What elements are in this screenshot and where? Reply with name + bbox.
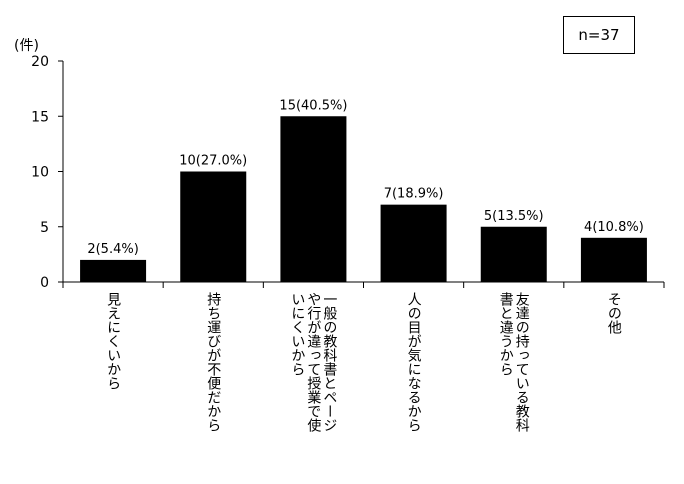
bar <box>80 259 147 282</box>
bar <box>280 116 347 282</box>
sample-size-box: n=37 <box>563 16 635 54</box>
x-tick-label: 友達の持っている教科 書と違うから <box>498 292 530 432</box>
y-axis-title: (件) <box>14 38 39 54</box>
bar <box>480 226 547 282</box>
x-tick-label-line: 人の目が気になるから <box>405 292 422 432</box>
x-tick-label: 一般の教科書とページ や行が違って授業で使 いにくいから <box>289 292 337 432</box>
data-label: 5(13.5%) <box>484 209 544 224</box>
x-tick-label-line: 友達の持っている教科 <box>513 292 530 432</box>
x-tick-label-line: いにくいから <box>289 292 306 376</box>
x-tick-label: その他 <box>606 292 622 334</box>
x-tick-label-line: や行が違って授業で使 <box>305 292 322 432</box>
x-tick-label-line: その他 <box>605 292 622 334</box>
y-tick-label: 5 <box>40 220 49 236</box>
data-label: 7(18.9%) <box>384 187 444 202</box>
x-tick-label-line: 書と違うから <box>497 292 514 376</box>
y-tick-label: 20 <box>31 54 49 70</box>
data-label: 2(5.4%) <box>87 242 138 257</box>
x-tick-label-line: 持ち運びが不便だから <box>205 292 222 432</box>
data-label: 10(27.0%) <box>179 154 247 169</box>
x-tick-label: 人の目が気になるから <box>406 292 422 432</box>
bar <box>380 204 447 282</box>
x-tick-label: 持ち運びが不便だから <box>205 292 221 432</box>
x-tick-label-line: 見えにくいから <box>105 292 122 390</box>
data-label: 15(40.5%) <box>279 98 347 113</box>
x-tick-label: 見えにくいから <box>105 292 121 390</box>
data-label: 4(10.8%) <box>584 220 644 235</box>
y-tick-label: 10 <box>31 165 49 181</box>
y-tick-label: 0 <box>40 275 49 291</box>
bar <box>180 171 247 282</box>
y-tick-label: 15 <box>31 109 49 125</box>
x-tick-label-line: 一般の教科書とページ <box>321 292 338 432</box>
bar <box>580 237 647 282</box>
